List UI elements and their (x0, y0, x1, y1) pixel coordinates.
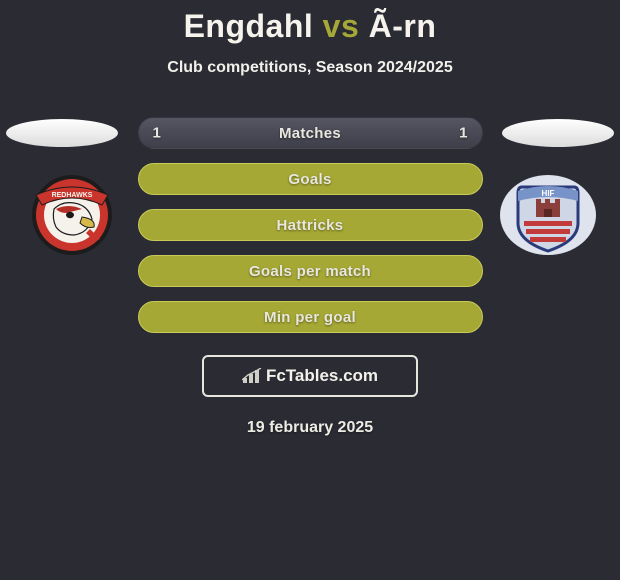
brand-inner: FcTables.com (242, 366, 378, 386)
hif-badge-icon: HIF (498, 173, 598, 257)
page-title: Engdahl vs Ã-rn (0, 8, 620, 45)
stat-goals-label: Goals (288, 171, 331, 188)
svg-text:HIF: HIF (542, 189, 555, 198)
stat-row-goals: Goals (138, 163, 483, 195)
player2-slot-ellipse (502, 119, 614, 147)
brand-box[interactable]: FcTables.com (202, 355, 418, 397)
player1-name: Engdahl (184, 8, 314, 44)
player2-name: Ã-rn (369, 8, 437, 44)
svg-text:REDHAWKS: REDHAWKS (52, 192, 93, 199)
brand-label: FcTables.com (266, 366, 378, 386)
footer-date: 19 february 2025 (0, 419, 620, 437)
stats-region: REDHAWKS HIF (0, 117, 620, 333)
stat-matches-right-value: 1 (459, 125, 467, 142)
brand-chart-icon (242, 368, 262, 384)
player1-slot-ellipse (6, 119, 118, 147)
stats-list: 1 Matches 1 Goals Hattricks Goals per ma… (138, 117, 483, 333)
player2-club-badge: HIF (498, 173, 598, 257)
stat-row-gpm: Goals per match (138, 255, 483, 287)
player1-club-badge: REDHAWKS (22, 173, 122, 257)
redhawks-badge-icon: REDHAWKS (22, 173, 122, 257)
stat-row-hattricks: Hattricks (138, 209, 483, 241)
comparison-card: Engdahl vs Ã-rn Club competitions, Seaso… (0, 0, 620, 437)
stat-gpm-label: Goals per match (249, 263, 371, 280)
stat-mpg-label: Min per goal (264, 309, 356, 326)
stat-matches-left-value: 1 (153, 125, 161, 142)
stat-row-mpg: Min per goal (138, 301, 483, 333)
stat-row-matches: 1 Matches 1 (138, 117, 483, 149)
stat-hattricks-label: Hattricks (277, 217, 344, 234)
vs-separator: vs (323, 8, 360, 44)
subtitle: Club competitions, Season 2024/2025 (0, 59, 620, 77)
stat-matches-label: Matches (279, 125, 341, 142)
